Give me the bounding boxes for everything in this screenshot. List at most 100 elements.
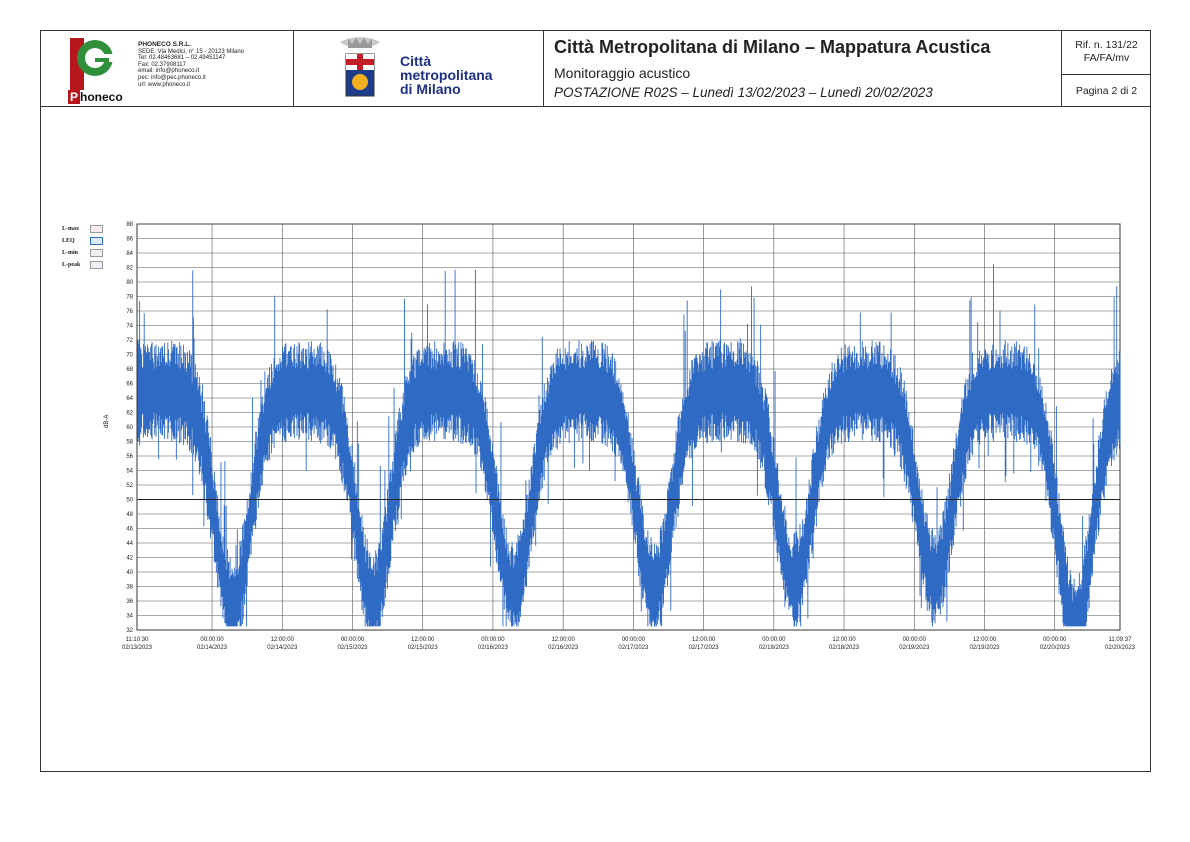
legend-swatch: [90, 249, 103, 257]
x-tick-time: 00:00:00: [622, 637, 646, 643]
logo-letter: P: [68, 90, 81, 104]
y-tick-label: 38: [126, 585, 133, 591]
authority-name: Città metropolitana di Milano: [400, 54, 493, 96]
legend-item[interactable]: L-peak: [62, 259, 103, 271]
x-tick-time: 00:00:00: [200, 637, 224, 643]
x-tick-time: 00:00:00: [1043, 637, 1067, 643]
x-tick-date: 02/20/2023: [1105, 645, 1136, 651]
y-tick-label: 32: [126, 628, 133, 634]
x-tick-time: 12:00:00: [692, 637, 716, 643]
y-tick-label: 34: [126, 614, 133, 620]
company-line: SEDE: Via Medici, n° 15 - 20123 Milano: [138, 48, 245, 55]
title-block: Città Metropolitana di Milano – Mappatur…: [544, 30, 1062, 106]
y-tick-label: 76: [126, 309, 133, 315]
y-tick-label: 60: [126, 425, 133, 431]
company-line: email: info@phoneco.it: [138, 68, 200, 75]
x-tick-time: 11:09:37: [1109, 637, 1133, 643]
page-frame: [40, 30, 1151, 772]
legend-label: L-peak: [62, 262, 81, 268]
x-tick-time: 11:10:30: [126, 637, 150, 643]
y-tick-label: 36: [126, 599, 133, 605]
legend-item[interactable]: L-max: [62, 223, 103, 235]
y-tick-label: 78: [126, 295, 133, 301]
legend-label: LEQ: [62, 238, 75, 244]
y-tick-label: 44: [126, 541, 133, 547]
authority-line-2: metropolitana: [400, 67, 493, 83]
x-tick-date: 02/18/2023: [759, 645, 790, 651]
company-details: PHONECO S.R.L. SEDE: Via Medici, n° 15 -…: [138, 41, 288, 88]
y-tick-label: 64: [126, 396, 133, 402]
y-tick-label: 56: [126, 454, 133, 460]
authority-line-1: Città: [400, 53, 432, 69]
y-tick-label: 52: [126, 483, 133, 489]
y-tick-label: 66: [126, 382, 133, 388]
y-tick-label: 84: [126, 251, 133, 257]
y-tick-label: 62: [126, 411, 133, 417]
x-tick-date: 02/16/2023: [548, 645, 579, 651]
legend-label: L-max: [62, 226, 79, 232]
y-tick-label: 50: [126, 498, 133, 504]
y-tick-label: 70: [126, 353, 133, 359]
company-line: Fax: 02.37908117: [138, 61, 186, 68]
x-tick-time: 12:00:00: [551, 637, 575, 643]
x-tick-date: 02/14/2023: [197, 645, 228, 651]
y-tick-label: 48: [126, 512, 133, 518]
phoneco-logo-icon: [70, 38, 115, 90]
page-number: Pagina 2 di 2: [1075, 85, 1138, 97]
y-tick-label: 74: [126, 324, 133, 330]
reference-initials: FA/FA/mv: [1083, 52, 1130, 64]
x-tick-date: 02/19/2023: [969, 645, 1000, 651]
chart-legend: L-max LEQ L-min L-peak: [62, 223, 103, 271]
x-tick-time: 00:00:00: [903, 637, 927, 643]
coat-of-arms-icon: [340, 37, 380, 97]
company-line: url: www.phoneco.it: [138, 81, 191, 88]
station-period: POSTAZIONE R02S – Lunedì 13/02/2023 – Lu…: [554, 85, 933, 100]
authority-line-3: di Milano: [400, 81, 461, 97]
x-tick-date: 02/15/2023: [408, 645, 439, 651]
x-tick-time: 00:00:00: [762, 637, 786, 643]
y-tick-label: 54: [126, 469, 133, 475]
y-tick-label: 40: [126, 570, 133, 576]
legend-swatch: [90, 237, 103, 245]
y-tick-label: 68: [126, 367, 133, 373]
logo-word-text: honeco: [80, 90, 123, 104]
y-tick-label: 46: [126, 527, 133, 533]
y-tick-label: 72: [126, 338, 133, 344]
legend-swatch: [90, 225, 103, 233]
x-tick-date: 02/19/2023: [899, 645, 930, 651]
legend-swatch: [90, 261, 103, 269]
report-subtitle: Monitoraggio acustico: [554, 65, 691, 81]
x-tick-time: 12:00:00: [832, 637, 856, 643]
x-tick-date: 02/20/2023: [1040, 645, 1071, 651]
company-name: PHONECO S.R.L.: [138, 41, 192, 48]
x-tick-time: 12:00:00: [411, 637, 435, 643]
legend-label: L-min: [62, 250, 79, 256]
x-tick-date: 02/13/2023: [122, 645, 153, 651]
y-tick-label: 88: [126, 222, 133, 228]
legend-item[interactable]: LEQ: [62, 235, 103, 247]
y-tick-label: 82: [126, 266, 133, 272]
reference-block: Rif. n. 131/22 FA/FA/mv Pagina 2 di 2: [1062, 30, 1151, 106]
company-line: Tel: 02.48463681 – 02.49451147: [138, 55, 226, 62]
y-tick-label: 86: [126, 237, 133, 243]
x-tick-date: 02/17/2023: [689, 645, 720, 651]
x-tick-time: 12:00:00: [271, 637, 295, 643]
x-tick-time: 12:00:00: [973, 637, 997, 643]
reference-divider: [1062, 74, 1151, 75]
authority-block: Città metropolitana di Milano: [294, 30, 544, 106]
x-tick-date: 02/17/2023: [618, 645, 649, 651]
x-tick-date: 02/18/2023: [829, 645, 860, 651]
x-tick-date: 02/15/2023: [337, 645, 368, 651]
company-line: pec: info@pec.phoneco.it: [138, 74, 206, 81]
x-tick-date: 02/14/2023: [267, 645, 298, 651]
x-tick-date: 02/16/2023: [478, 645, 509, 651]
legend-item[interactable]: L-min: [62, 247, 103, 259]
y-tick-label: 80: [126, 280, 133, 286]
x-tick-time: 00:00:00: [341, 637, 365, 643]
y-tick-label: 42: [126, 556, 133, 562]
reference-number: Rif. n. 131/22: [1075, 39, 1138, 51]
